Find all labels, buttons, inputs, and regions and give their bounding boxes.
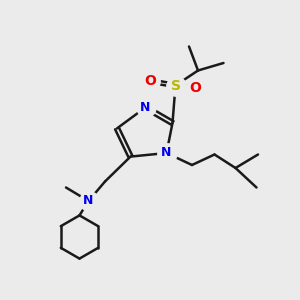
Text: O: O [144,74,156,88]
Text: N: N [83,194,94,208]
Text: O: O [189,82,201,95]
Text: S: S [170,79,181,92]
Text: N: N [140,101,151,114]
Text: N: N [161,146,172,160]
